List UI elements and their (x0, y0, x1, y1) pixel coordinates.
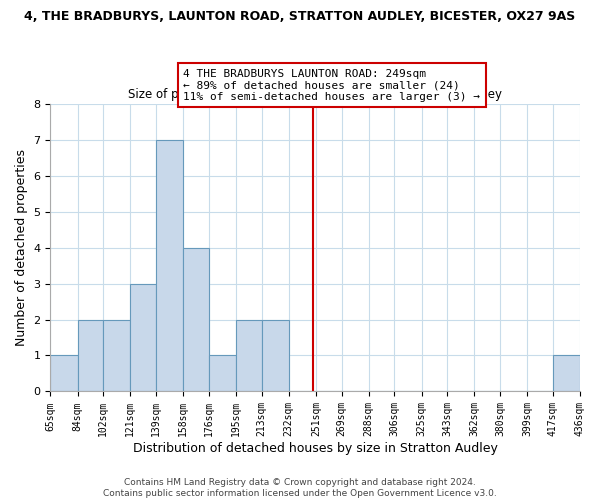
Text: 4, THE BRADBURYS, LAUNTON ROAD, STRATTON AUDLEY, BICESTER, OX27 9AS: 4, THE BRADBURYS, LAUNTON ROAD, STRATTON… (25, 10, 575, 23)
Bar (130, 284, 156, 392)
Bar (77, 320, 103, 392)
Y-axis label: Number of detached properties: Number of detached properties (15, 149, 28, 346)
Bar (156, 140, 183, 392)
Bar (262, 320, 289, 392)
Bar (103, 320, 130, 392)
Bar (209, 356, 236, 392)
Bar (50, 356, 77, 392)
Bar (236, 320, 262, 392)
X-axis label: Distribution of detached houses by size in Stratton Audley: Distribution of detached houses by size … (133, 442, 497, 455)
Title: Size of property relative to detached houses in Stratton Audley: Size of property relative to detached ho… (128, 88, 502, 101)
Text: Contains HM Land Registry data © Crown copyright and database right 2024.
Contai: Contains HM Land Registry data © Crown c… (103, 478, 497, 498)
Bar (183, 248, 209, 392)
Text: 4 THE BRADBURYS LAUNTON ROAD: 249sqm
← 89% of detached houses are smaller (24)
1: 4 THE BRADBURYS LAUNTON ROAD: 249sqm ← 8… (183, 68, 480, 102)
Bar (553, 356, 580, 392)
